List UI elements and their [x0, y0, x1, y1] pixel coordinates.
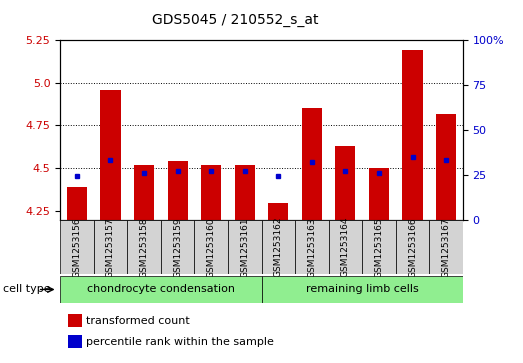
Bar	[134, 165, 154, 220]
Text: GSM1253157: GSM1253157	[106, 217, 115, 278]
Bar	[235, 165, 255, 220]
Text: cell type: cell type	[3, 285, 50, 294]
Bar	[396, 220, 429, 274]
Bar	[68, 314, 82, 327]
Text: transformed count: transformed count	[86, 316, 190, 326]
Bar	[201, 165, 221, 220]
Bar	[295, 220, 328, 274]
Bar	[328, 220, 362, 274]
Text: GSM1253160: GSM1253160	[207, 217, 215, 278]
Bar	[60, 220, 94, 274]
Text: GSM1253166: GSM1253166	[408, 217, 417, 278]
Bar	[302, 109, 322, 220]
Text: GSM1253163: GSM1253163	[308, 217, 316, 278]
Bar	[436, 114, 456, 220]
Bar	[262, 220, 295, 274]
Bar	[94, 220, 127, 274]
Text: GSM1253158: GSM1253158	[140, 217, 149, 278]
Text: GSM1253164: GSM1253164	[341, 217, 350, 277]
Bar	[429, 220, 463, 274]
Bar	[60, 276, 262, 303]
Text: GDS5045 / 210552_s_at: GDS5045 / 210552_s_at	[152, 13, 319, 27]
Bar	[67, 187, 87, 220]
Bar	[369, 168, 389, 220]
Bar	[228, 220, 262, 274]
Bar	[195, 220, 228, 274]
Bar	[167, 162, 188, 220]
Bar	[262, 276, 463, 303]
Text: GSM1253161: GSM1253161	[240, 217, 249, 278]
Text: remaining limb cells: remaining limb cells	[306, 285, 418, 294]
Bar	[68, 335, 82, 348]
Bar	[335, 146, 356, 220]
Text: GSM1253167: GSM1253167	[441, 217, 451, 278]
Bar	[100, 90, 121, 220]
Text: GSM1253165: GSM1253165	[374, 217, 383, 278]
Bar	[362, 220, 396, 274]
Text: GSM1253162: GSM1253162	[274, 217, 283, 277]
Bar	[268, 203, 288, 220]
Text: percentile rank within the sample: percentile rank within the sample	[86, 337, 274, 347]
Text: GSM1253159: GSM1253159	[173, 217, 182, 278]
Text: GSM1253156: GSM1253156	[72, 217, 82, 278]
Bar	[403, 50, 423, 220]
Bar	[161, 220, 195, 274]
Bar	[127, 220, 161, 274]
Text: chondrocyte condensation: chondrocyte condensation	[87, 285, 235, 294]
